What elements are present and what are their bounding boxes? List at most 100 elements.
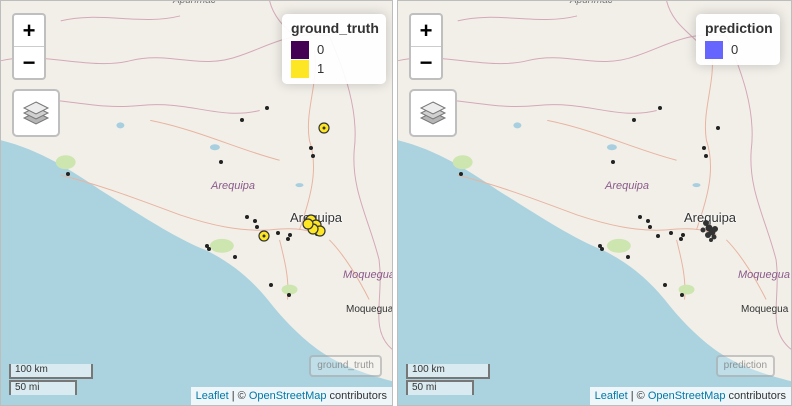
legend-item: 0 — [291, 40, 377, 59]
region-label-arequipa: Arequipa — [605, 180, 650, 192]
leaflet-link[interactable]: Leaflet — [594, 390, 628, 402]
point-0[interactable] — [705, 232, 711, 238]
green-areas — [452, 155, 695, 295]
point-0[interactable] — [598, 244, 602, 248]
point-0[interactable] — [286, 237, 290, 241]
point-0[interactable] — [646, 219, 650, 223]
point-0[interactable] — [245, 215, 249, 219]
toggle-prediction-button[interactable]: prediction — [715, 355, 775, 377]
point-0[interactable] — [611, 160, 615, 164]
city-label-arequipa: Arequipa — [290, 210, 343, 225]
point-0[interactable] — [276, 231, 280, 235]
zoom-control: + − — [12, 13, 46, 80]
point-0[interactable] — [702, 146, 706, 150]
point-0[interactable] — [632, 118, 636, 122]
legend-item: 0 — [705, 40, 771, 59]
layers-control-button[interactable] — [409, 89, 457, 137]
basemap — [398, 1, 791, 405]
lakes — [116, 122, 304, 188]
point-0[interactable] — [240, 118, 244, 122]
layers-control-button[interactable] — [12, 89, 60, 137]
map-prediction[interactable]: Apurímac Arequipa Arequipa Moquegua Moqu… — [397, 0, 792, 406]
legend-item-label: 0 — [731, 42, 739, 57]
point-0[interactable] — [680, 293, 684, 297]
point-0[interactable] — [207, 247, 211, 251]
city-label-moquegua: Moquegua — [741, 304, 789, 315]
zoom-in-button[interactable]: + — [419, 18, 433, 43]
city-label-arequipa: Arequipa — [684, 210, 737, 225]
point-0[interactable] — [704, 154, 708, 158]
osm-link[interactable]: OpenStreetMap — [248, 390, 327, 402]
point-0[interactable] — [716, 126, 720, 130]
point-0[interactable] — [681, 233, 685, 237]
point-0[interactable] — [459, 172, 463, 176]
region-label-moquegua: Moquegua — [738, 269, 790, 281]
legend-item: 1 — [291, 59, 377, 78]
scale-imperial: 50 mi — [406, 380, 474, 395]
legend-item-label: 0 — [317, 42, 325, 57]
osm-link[interactable]: OpenStreetMap — [647, 390, 726, 402]
attribution-separator: | © — [228, 390, 249, 402]
attribution: Leaflet | © OpenStreetMap contributors — [589, 387, 791, 405]
point-0[interactable] — [648, 225, 652, 229]
point-0[interactable] — [66, 172, 70, 176]
region-label-moquegua: Moquegua — [343, 269, 393, 281]
scale-bar: 100 km 50 mi — [406, 364, 490, 395]
point-0[interactable] — [626, 255, 630, 259]
point-0[interactable] — [669, 231, 673, 235]
legend: prediction 0 — [696, 14, 780, 65]
points-layer — [459, 106, 720, 297]
point-0[interactable] — [205, 244, 209, 248]
point-0[interactable] — [703, 220, 709, 226]
zoom-in-button[interactable]: + — [22, 18, 36, 43]
zoom-control: + − — [409, 13, 443, 80]
place-label-top: Apurímac — [570, 0, 613, 6]
point-0[interactable] — [233, 255, 237, 259]
leaflet-link[interactable]: Leaflet — [195, 390, 229, 402]
place-label-top: Apurímac — [173, 0, 216, 6]
attribution-suffix: contributors — [326, 390, 387, 402]
scale-metric: 100 km — [9, 364, 93, 379]
ground-truth-points — [66, 106, 330, 297]
sea — [398, 140, 791, 405]
point-0[interactable] — [656, 234, 660, 238]
point-0[interactable] — [638, 215, 642, 219]
point-0[interactable] — [288, 233, 292, 237]
scale-metric: 100 km — [406, 364, 490, 379]
point-center — [322, 126, 326, 130]
points-layer — [66, 106, 330, 297]
attribution: Leaflet | © OpenStreetMap contributors — [190, 387, 392, 405]
attribution-suffix: contributors — [725, 390, 786, 402]
point-1[interactable] — [302, 218, 314, 230]
point-0[interactable] — [219, 160, 223, 164]
point-0[interactable] — [663, 283, 667, 287]
legend-title: prediction — [705, 20, 773, 36]
point-center — [262, 234, 266, 238]
point-0[interactable] — [658, 106, 662, 110]
attribution-separator: | © — [627, 390, 648, 402]
legend-swatch — [291, 40, 309, 59]
prediction-points — [459, 106, 720, 297]
zoom-out-button[interactable]: − — [411, 46, 441, 78]
point-0[interactable] — [309, 146, 313, 150]
scale-imperial: 50 mi — [9, 380, 77, 395]
legend-swatch — [705, 40, 723, 59]
legend: ground_truth 0 1 — [282, 14, 386, 84]
point-0[interactable] — [269, 283, 273, 287]
point-0[interactable] — [600, 247, 604, 251]
point-0[interactable] — [311, 154, 315, 158]
point-0[interactable] — [700, 227, 706, 233]
map-ground-truth[interactable]: Apurímac Arequipa Arequipa Moquegua Moqu… — [0, 0, 393, 406]
sea — [1, 140, 392, 405]
point-0[interactable] — [709, 238, 713, 242]
point-0[interactable] — [711, 234, 717, 240]
zoom-out-button[interactable]: − — [14, 46, 44, 78]
point-0[interactable] — [253, 219, 257, 223]
point-0[interactable] — [255, 225, 259, 229]
point-0[interactable] — [679, 237, 683, 241]
lakes — [513, 122, 701, 188]
point-0[interactable] — [287, 293, 291, 297]
toggle-ground-truth-button[interactable]: ground_truth — [309, 355, 382, 377]
point-0[interactable] — [712, 226, 718, 232]
point-0[interactable] — [265, 106, 269, 110]
